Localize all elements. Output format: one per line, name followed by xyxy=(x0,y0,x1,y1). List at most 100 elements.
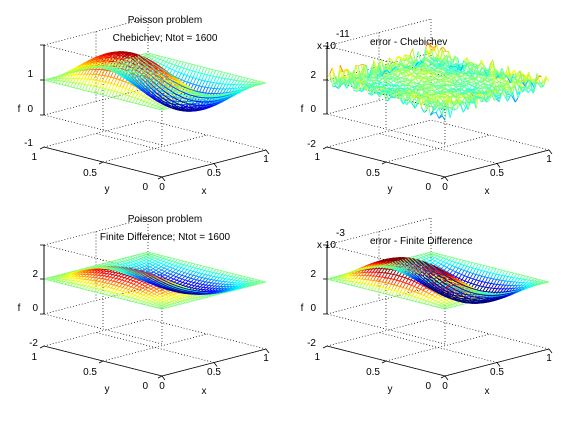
mesh-line-x xyxy=(137,88,141,94)
mesh-line-x xyxy=(125,89,130,96)
mesh-line-y xyxy=(186,106,190,108)
mesh-line-x xyxy=(202,87,206,93)
mesh-line-y xyxy=(96,79,100,82)
mesh-line-x xyxy=(213,76,217,83)
mesh-line-x xyxy=(87,73,91,80)
mesh-line-x xyxy=(166,84,170,90)
mesh-line-x xyxy=(116,86,121,93)
mesh-line-x xyxy=(163,61,167,66)
mesh-line-x xyxy=(72,74,76,79)
mesh-line-x xyxy=(113,78,118,85)
mesh-line-x xyxy=(90,79,94,86)
mesh-line-x xyxy=(198,73,202,80)
floor-grid-line-x xyxy=(147,119,267,151)
z-tick-label-top: 1 xyxy=(27,69,33,80)
mesh-line-x xyxy=(111,84,115,91)
mesh-line-y xyxy=(220,95,224,98)
mesh-line-y xyxy=(87,84,91,86)
mesh-line-x xyxy=(142,75,146,80)
mesh-line-x xyxy=(225,84,229,90)
mesh-line-x xyxy=(126,95,130,102)
mesh-line-x xyxy=(78,78,82,84)
mesh-line-y xyxy=(209,95,214,97)
mesh-line-x xyxy=(99,81,103,88)
mesh-line-x xyxy=(228,84,232,90)
mesh-line-x xyxy=(196,85,200,92)
mesh-line-x xyxy=(177,61,181,67)
mesh-line-x xyxy=(198,80,203,87)
mesh-line-x xyxy=(116,79,121,86)
mesh-line-x xyxy=(195,79,200,86)
mesh-line-x xyxy=(239,81,244,86)
mesh-line-x xyxy=(78,73,82,79)
mesh-line-x xyxy=(81,73,85,79)
mesh-line-x xyxy=(180,67,185,74)
mesh-line-x xyxy=(140,100,145,106)
mesh-line-x xyxy=(61,81,65,85)
mesh-line-y xyxy=(194,102,198,105)
mesh-line-x xyxy=(225,88,230,93)
mesh-line-x xyxy=(143,97,147,102)
mesh-line-y xyxy=(88,67,92,69)
mesh-line-x xyxy=(236,80,241,85)
mesh-line-x xyxy=(181,74,185,80)
mesh-line-x xyxy=(134,93,139,99)
x-tick-label-0.5: 0.5 xyxy=(207,168,221,179)
mesh-line-x xyxy=(236,76,240,81)
mesh-line-x xyxy=(128,90,133,97)
mesh-line-x xyxy=(75,70,79,75)
mesh-line-x xyxy=(227,73,232,80)
mesh-line-x xyxy=(172,70,176,76)
mesh-line-x xyxy=(70,82,74,88)
mesh-line-y xyxy=(96,86,100,88)
mesh-line-y xyxy=(184,91,188,93)
mesh-line-x xyxy=(183,75,188,82)
mesh-line-x xyxy=(69,78,74,83)
mesh-line-y xyxy=(189,106,193,109)
mesh-line-x xyxy=(192,71,196,78)
mesh-line-x xyxy=(210,76,214,83)
mesh-line-x xyxy=(108,83,112,90)
mesh-line-x xyxy=(87,85,92,92)
mesh-line-y xyxy=(191,99,195,102)
mesh-line-x xyxy=(198,66,202,73)
mesh-line-y xyxy=(243,86,247,88)
mesh-line-y xyxy=(202,92,206,94)
mesh-line-x xyxy=(84,78,88,85)
mesh-line-x xyxy=(146,98,150,103)
y-tick-label-0.5: 0.5 xyxy=(83,168,97,179)
mesh-line-x xyxy=(125,83,129,89)
mesh-line-x xyxy=(69,74,73,79)
mesh-line-x xyxy=(189,94,193,99)
mesh-line-x xyxy=(201,74,205,81)
mesh-line-y xyxy=(168,96,172,98)
mesh-line-y xyxy=(255,84,259,86)
mesh-line-x xyxy=(159,56,164,60)
mesh-line-x xyxy=(92,74,97,81)
mesh-line-y xyxy=(84,83,88,86)
mesh-line-x xyxy=(171,64,176,70)
mesh-line-x xyxy=(119,87,124,94)
mesh-line-x xyxy=(221,72,226,79)
mesh-line-x xyxy=(72,78,77,83)
mesh-line-y xyxy=(102,81,106,83)
mesh-line-x xyxy=(213,82,218,89)
mesh-line-x xyxy=(191,100,195,105)
mesh-line-y xyxy=(168,92,173,94)
mesh-line-x xyxy=(64,81,68,86)
mesh-line-x xyxy=(140,73,144,79)
mesh-line-y xyxy=(93,79,97,81)
mesh-line-x xyxy=(216,77,220,84)
mesh-line-x xyxy=(138,99,142,105)
mesh-line-x xyxy=(169,69,173,75)
mesh-line-x xyxy=(99,87,104,95)
mesh-line-x xyxy=(225,78,229,85)
mesh-line-x xyxy=(160,60,164,65)
mesh-line-x xyxy=(78,70,82,75)
mesh-line-x xyxy=(231,88,235,93)
mesh-line-y xyxy=(78,82,83,85)
mesh-line-x xyxy=(219,83,223,90)
mesh-line-x xyxy=(180,61,184,68)
mesh-line-x xyxy=(178,73,182,79)
mesh-line-x xyxy=(210,82,215,89)
